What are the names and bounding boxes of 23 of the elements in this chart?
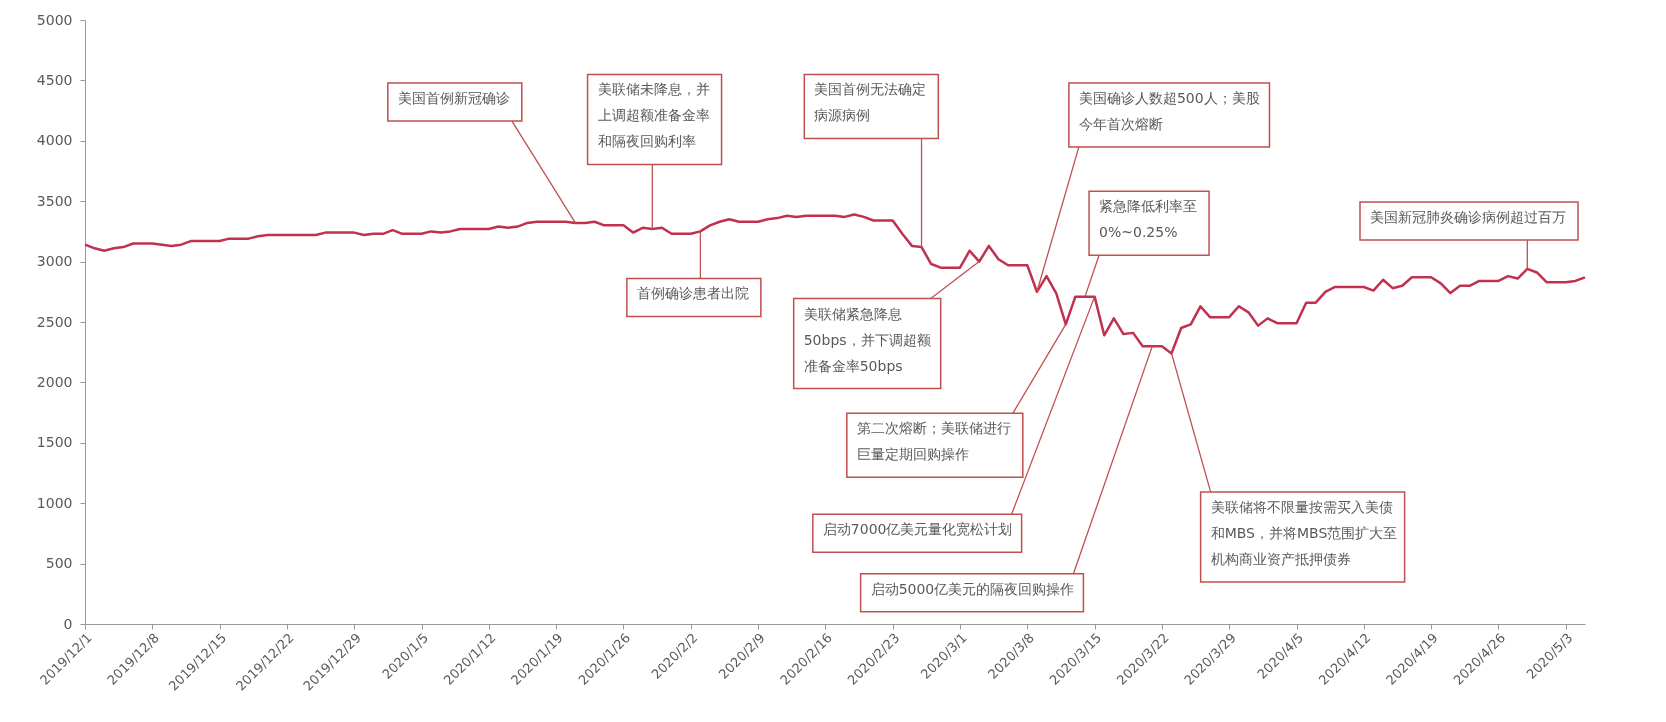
y-tick-label: 4000 [36, 132, 73, 149]
y-tick-label: 0 [63, 615, 73, 632]
annotation: 首例确诊患者出院 [636, 285, 749, 302]
y-tick-label: 2000 [36, 373, 73, 390]
annotation: 美联储未降息，并上调超额准备金率和隔夜回购利率 [597, 81, 710, 150]
y-tick-label: 4500 [36, 71, 73, 88]
annotation: 紧急降低利率至0%~0.25% [1099, 198, 1198, 241]
annotation: 美国新冠肺炎确诊病例超过百万 [1370, 208, 1566, 225]
annotation: 美联储将不限量按需买入美债和MBS，并将MBS范围扩大至机构商业资产抵押债券 [1210, 498, 1398, 567]
annotation: 美联储紧急降息50bps，并下调超额准备金率50bps [803, 305, 931, 374]
y-tick-label: 2500 [36, 313, 73, 330]
y-tick-label: 3500 [36, 192, 73, 209]
y-tick-label: 3000 [36, 253, 73, 270]
annotation: 启动7000亿美元量化宽松计划 [822, 521, 1013, 538]
y-tick-label: 5000 [36, 11, 73, 28]
y-tick-label: 1500 [36, 434, 73, 451]
annotation: 第二次熔断；美联储进行巨量定期回购操作 [856, 420, 1011, 463]
y-tick-label: 500 [45, 555, 73, 572]
annotation: 美国首例新冠确诊 [397, 89, 510, 106]
annotation: 美国首例无法确定病源病例 [814, 81, 927, 124]
y-tick-label: 1000 [36, 494, 73, 511]
annotation: 启动5000亿美元的隔夜回购操作 [870, 580, 1075, 597]
annotation: 美国确诊人数超500人；美股今年首次熔断 [1078, 89, 1260, 132]
